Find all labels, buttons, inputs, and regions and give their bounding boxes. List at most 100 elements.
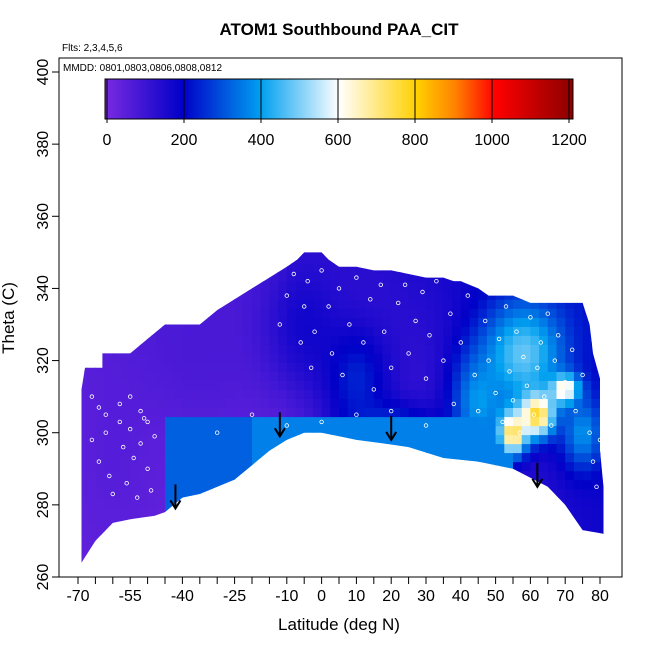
heatmap-cell: [469, 533, 479, 544]
heatmap-cell: [408, 308, 418, 318]
heatmap-cell: [260, 398, 270, 408]
heatmap-cell: [573, 272, 584, 282]
heatmap-cell: [504, 371, 514, 381]
heatmap-cell: [547, 281, 558, 291]
heatmap-cell: [547, 443, 558, 454]
heatmap-cell: [356, 461, 366, 472]
heatmap-cell: [460, 389, 471, 399]
heatmap-cell: [138, 515, 149, 526]
heatmap-cell: [156, 263, 166, 273]
heatmap-cell: [600, 560, 604, 563]
heatmap-cell: [600, 326, 604, 336]
heatmap-cell: [225, 326, 236, 336]
heatmap-cell: [391, 497, 401, 508]
heatmap-cell: [469, 252, 479, 255]
heatmap-cell: [260, 515, 270, 526]
heatmap-cell: [278, 398, 288, 408]
heatmap-cell: [304, 461, 314, 472]
heatmap-cell: [312, 362, 323, 372]
heatmap-cell: [182, 398, 192, 408]
heatmap-cell: [81, 533, 88, 544]
heatmap-cell: [408, 317, 418, 327]
heatmap-cell: [382, 497, 392, 508]
heatmap-cell: [217, 335, 227, 345]
heatmap-cell: [304, 252, 314, 255]
heatmap-cell: [513, 380, 523, 390]
heatmap-cell: [112, 506, 123, 517]
heatmap-cell: [347, 398, 357, 408]
heatmap-cell: [391, 416, 401, 427]
heatmap-cell: [495, 560, 505, 563]
heatmap-cell: [486, 254, 497, 264]
heatmap-cell: [173, 326, 183, 336]
heatmap-cell: [486, 533, 497, 544]
heatmap-cell: [199, 299, 210, 309]
heatmap-cell: [382, 335, 392, 345]
heatmap-cell: [295, 317, 305, 327]
heatmap-cell: [112, 272, 123, 282]
heatmap-cell: [86, 551, 96, 562]
heatmap-cell: [130, 344, 140, 354]
heatmap-cell: [269, 506, 279, 517]
heatmap-cell: [339, 335, 349, 345]
heatmap-cell: [565, 461, 575, 472]
heatmap-cell: [330, 533, 340, 544]
heatmap-cell: [112, 353, 123, 363]
heatmap-cell: [95, 542, 105, 553]
heatmap-cell: [252, 443, 262, 454]
heatmap-cell: [460, 542, 471, 553]
heatmap-cell: [252, 497, 262, 508]
heatmap-cell: [199, 263, 210, 273]
heatmap-cell: [513, 362, 523, 372]
heatmap-cell: [530, 335, 540, 345]
heatmap-cell: [225, 434, 236, 445]
heatmap-cell: [347, 353, 357, 363]
heatmap-cell: [260, 290, 270, 300]
heatmap-cell: [112, 299, 123, 309]
heatmap-cell: [138, 380, 149, 390]
heatmap-cell: [426, 425, 436, 436]
heatmap-cell: [382, 272, 392, 282]
heatmap-cell: [269, 470, 279, 481]
heatmap-cell: [347, 335, 357, 345]
heatmap-cell: [460, 425, 471, 436]
heatmap-cell: [330, 542, 340, 553]
heatmap-cell: [417, 344, 427, 354]
heatmap-cell: [504, 362, 514, 372]
heatmap-cell: [347, 425, 357, 436]
heatmap-cell: [138, 407, 149, 418]
heatmap-cell: [112, 434, 123, 445]
heatmap-cell: [104, 353, 114, 363]
heatmap-cell: [408, 524, 418, 535]
heatmap-cell: [582, 515, 592, 526]
heatmap-cell: [304, 272, 314, 282]
heatmap-cell: [86, 542, 96, 553]
heatmap-cell: [138, 470, 149, 481]
heatmap-cell: [539, 308, 549, 318]
heatmap-cell: [173, 407, 183, 418]
heatmap-cell: [547, 551, 558, 562]
heatmap-cell: [539, 362, 549, 372]
heatmap-cell: [112, 479, 123, 490]
heatmap-cell: [165, 290, 175, 300]
heatmap-cell: [495, 416, 505, 427]
heatmap-cell: [556, 497, 566, 508]
heatmap-cell: [339, 443, 349, 454]
heatmap-cell: [234, 488, 244, 499]
heatmap-cell: [469, 344, 479, 354]
heatmap-cell: [530, 371, 540, 381]
heatmap-cell: [556, 335, 566, 345]
heatmap-cell: [269, 299, 279, 309]
heatmap-cell: [382, 425, 392, 436]
heatmap-cell: [582, 542, 592, 553]
heatmap-cell: [208, 272, 218, 282]
heatmap-cell: [121, 416, 131, 427]
heatmap-cell: [478, 425, 488, 436]
heatmap-cell: [582, 281, 592, 291]
heatmap-cell: [504, 443, 514, 454]
heatmap-cell: [460, 353, 471, 363]
heatmap-cell: [478, 326, 488, 336]
heatmap-cell: [278, 443, 288, 454]
heatmap-cell: [547, 389, 558, 399]
heatmap-cell: [191, 443, 201, 454]
